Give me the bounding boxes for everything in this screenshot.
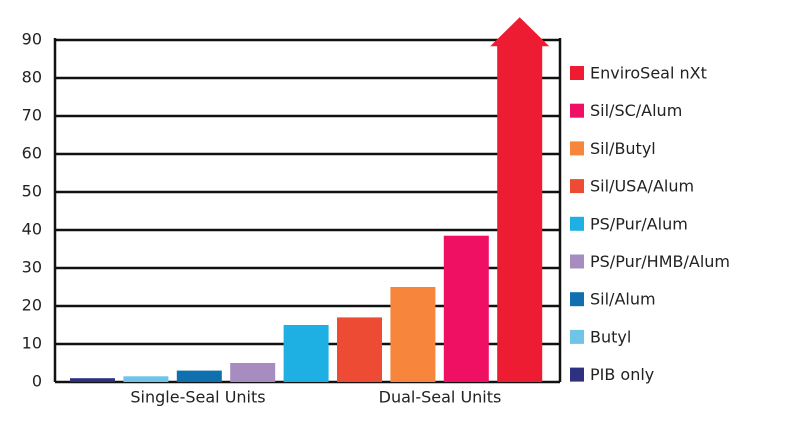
legend-swatch	[570, 292, 584, 307]
legend-label: PS/Pur/Alum	[590, 214, 688, 233]
legend-swatch	[570, 329, 584, 344]
legend-swatch	[570, 141, 584, 156]
legend-label: PS/Pur/HMB/Alum	[590, 252, 730, 271]
y-tick-label: 20	[22, 296, 42, 315]
y-tick-label: 60	[22, 144, 42, 163]
bar-arrow	[490, 17, 550, 382]
y-tick-label: 30	[22, 258, 42, 277]
y-tick-label: 90	[22, 30, 42, 49]
legend-label: Sil/USA/Alum	[590, 177, 694, 196]
y-tick-label: 70	[22, 106, 42, 125]
bar	[283, 325, 329, 382]
legend-label: Sil/Alum	[590, 290, 656, 309]
legend-swatch	[570, 367, 584, 382]
bar	[123, 376, 169, 382]
y-tick-label: 50	[22, 182, 42, 201]
bar	[70, 378, 115, 382]
legend-swatch	[570, 66, 584, 80]
legend-swatch	[570, 103, 584, 118]
legend-label: PIB only	[590, 365, 654, 384]
y-tick-label: 10	[22, 334, 42, 353]
legend-label: EnviroSeal nXt	[590, 64, 707, 83]
legend-label: Sil/SC/Alum	[590, 101, 682, 120]
bar	[337, 317, 382, 382]
y-tick-label: 80	[22, 68, 42, 87]
group-label: Single-Seal Units	[130, 388, 265, 407]
y-tick-label: 0	[32, 372, 42, 391]
legend-swatch	[570, 254, 584, 269]
legend-label: Butyl	[590, 327, 631, 346]
legend-label: Sil/Butyl	[590, 139, 656, 158]
bar	[390, 287, 436, 382]
legend-swatch	[570, 216, 584, 231]
bar	[443, 235, 489, 382]
y-tick-label: 40	[22, 220, 42, 239]
bar	[176, 370, 222, 382]
bar	[230, 363, 276, 382]
legend-swatch	[570, 179, 584, 194]
group-label: Dual-Seal Units	[379, 388, 502, 407]
